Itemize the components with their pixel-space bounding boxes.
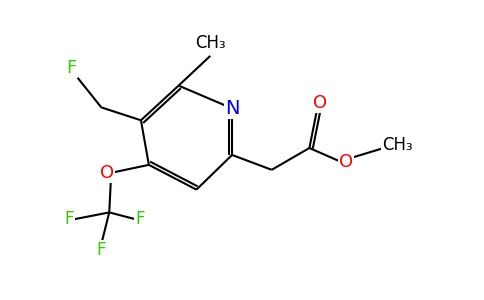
Text: F: F <box>135 210 145 228</box>
Text: CH₃: CH₃ <box>195 34 226 52</box>
Text: O: O <box>339 153 353 171</box>
Text: F: F <box>97 241 106 259</box>
Text: CH₃: CH₃ <box>382 136 413 154</box>
Text: O: O <box>313 94 327 112</box>
Text: F: F <box>65 210 75 228</box>
Text: N: N <box>225 99 240 118</box>
Text: O: O <box>100 164 114 182</box>
Text: F: F <box>66 59 77 77</box>
